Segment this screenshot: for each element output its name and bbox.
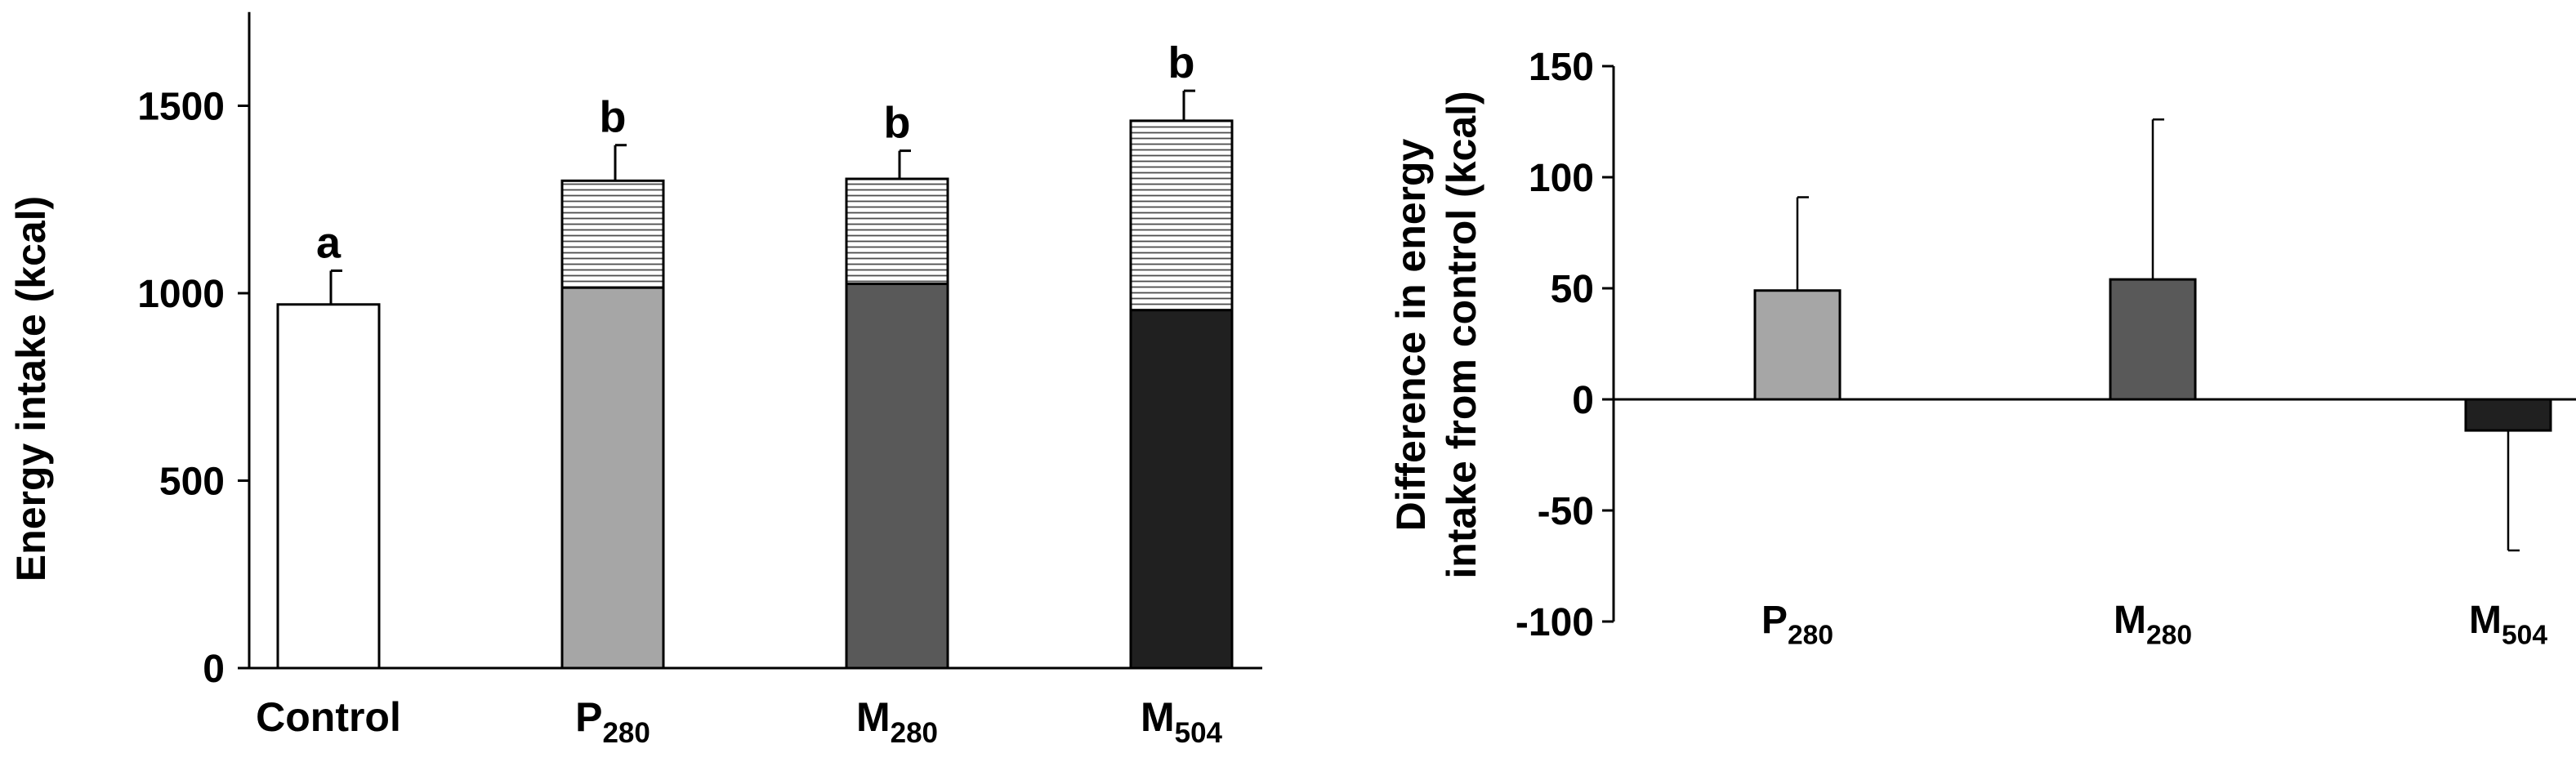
error-bars	[1796, 118, 2520, 552]
energy-intake-chart: Energy intake (kcal) a b b b 0 500 1000 1500 C…	[8, 11, 1262, 749]
y-tick-label: 0	[203, 648, 225, 691]
y-tick-label: -100	[1516, 601, 1594, 644]
significance-label-1: b	[600, 93, 627, 142]
y-ticks: 0 500 1000 1500	[137, 86, 249, 691]
y-tick-label: 100	[1529, 157, 1594, 200]
y-axis-label-line-2: intake from control (kcal)	[1439, 91, 1484, 578]
x-tick-labels: Control P280 M280 M504	[256, 694, 1222, 749]
y-tick-label: 0	[1572, 379, 1594, 422]
y-tick-label: 50	[1551, 268, 1594, 311]
x-tick-label-3: M504	[1141, 694, 1223, 749]
x-tick-label-1: P280	[575, 694, 650, 749]
x-tick-label-0: Control	[256, 694, 401, 740]
y-axis-label: Energy intake (kcal)	[8, 196, 54, 582]
bar-preload-1	[560, 179, 665, 289]
x-tick-label-2: M504	[2469, 599, 2547, 650]
y-tick-label: 1000	[137, 273, 225, 316]
error-bars	[329, 89, 1195, 305]
x-tick-label-0: P280	[1761, 599, 1833, 650]
y-axis-label-line-1: Difference in energy	[1388, 138, 1434, 531]
y-tick-label: -50	[1538, 490, 1594, 533]
bar-meal-1	[560, 286, 665, 670]
y-tick-label: 150	[1529, 46, 1594, 89]
y-tick-label: 1500	[137, 86, 225, 129]
bar-meal-2	[845, 283, 949, 670]
x-tick-label-2: M280	[856, 694, 938, 749]
bars	[1753, 278, 2552, 432]
bar-preload-3	[1129, 119, 1234, 312]
difference-chart: Difference in energy intake from control…	[1388, 46, 2576, 650]
y-ticks: -100 -50 0 50 100 150	[1516, 46, 1614, 644]
significance-labels: a b b b	[316, 38, 1195, 267]
x-tick-label-1: M280	[2114, 599, 2192, 650]
bar-0	[1753, 289, 1842, 401]
y-tick-label: 500	[159, 461, 225, 504]
bar-2	[2464, 398, 2552, 432]
bar-meal-3	[1129, 309, 1234, 670]
bar-meal-0	[276, 303, 381, 670]
significance-label-2: b	[884, 99, 911, 148]
bar-preload-2	[845, 177, 949, 286]
significance-label-3: b	[1168, 38, 1195, 87]
bars	[276, 119, 1234, 670]
x-tick-labels: P280 M280 M504	[1761, 599, 2547, 650]
bar-1	[2109, 278, 2197, 401]
significance-label-0: a	[316, 218, 342, 267]
